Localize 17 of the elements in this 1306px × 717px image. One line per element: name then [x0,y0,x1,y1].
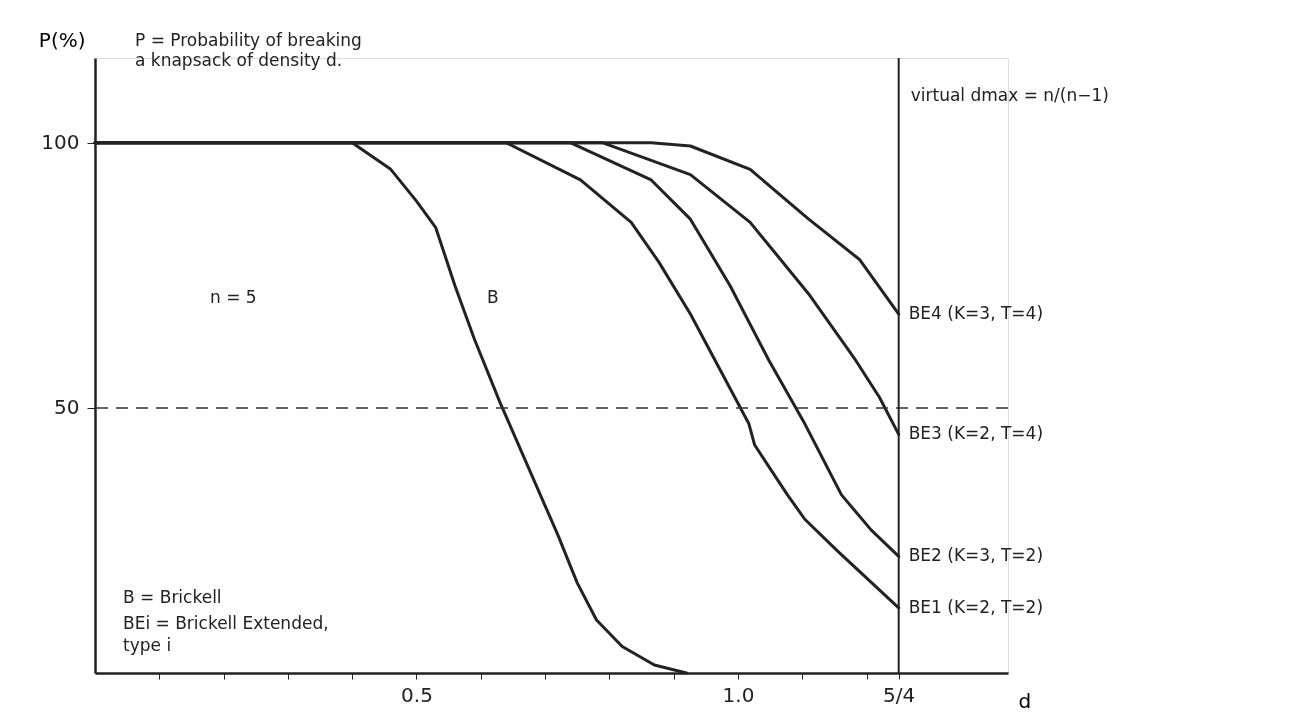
annotation: B [487,287,499,307]
series-label: BE2 (K=3, T=2) [908,545,1044,566]
chart-title: P = Probability of breaking a knapsack of density d. [135,30,362,70]
x-tick-label: 0.5 [401,682,433,707]
annotation: B = Brickell [123,587,222,607]
ref-line-label: virtual dmax = n/(n−1) [910,85,1109,105]
series-label: BE4 (K=3, T=4) [908,303,1044,324]
x-tick-label: 5/4 [883,682,916,707]
y-tick-label: 100 [41,130,80,155]
y-tick-label: 50 [54,395,80,420]
y-axis-title: P(%) [38,27,86,52]
series-label: BE3 (K=2, T=4) [908,423,1044,444]
x-tick-label: 1.0 [722,682,755,707]
annotation: BEi = Brickell Extended, type i [123,613,329,655]
annotation: n = 5 [210,287,257,307]
x-axis-title: d [1018,688,1032,713]
series-label: BE1 (K=2, T=2) [908,596,1044,617]
